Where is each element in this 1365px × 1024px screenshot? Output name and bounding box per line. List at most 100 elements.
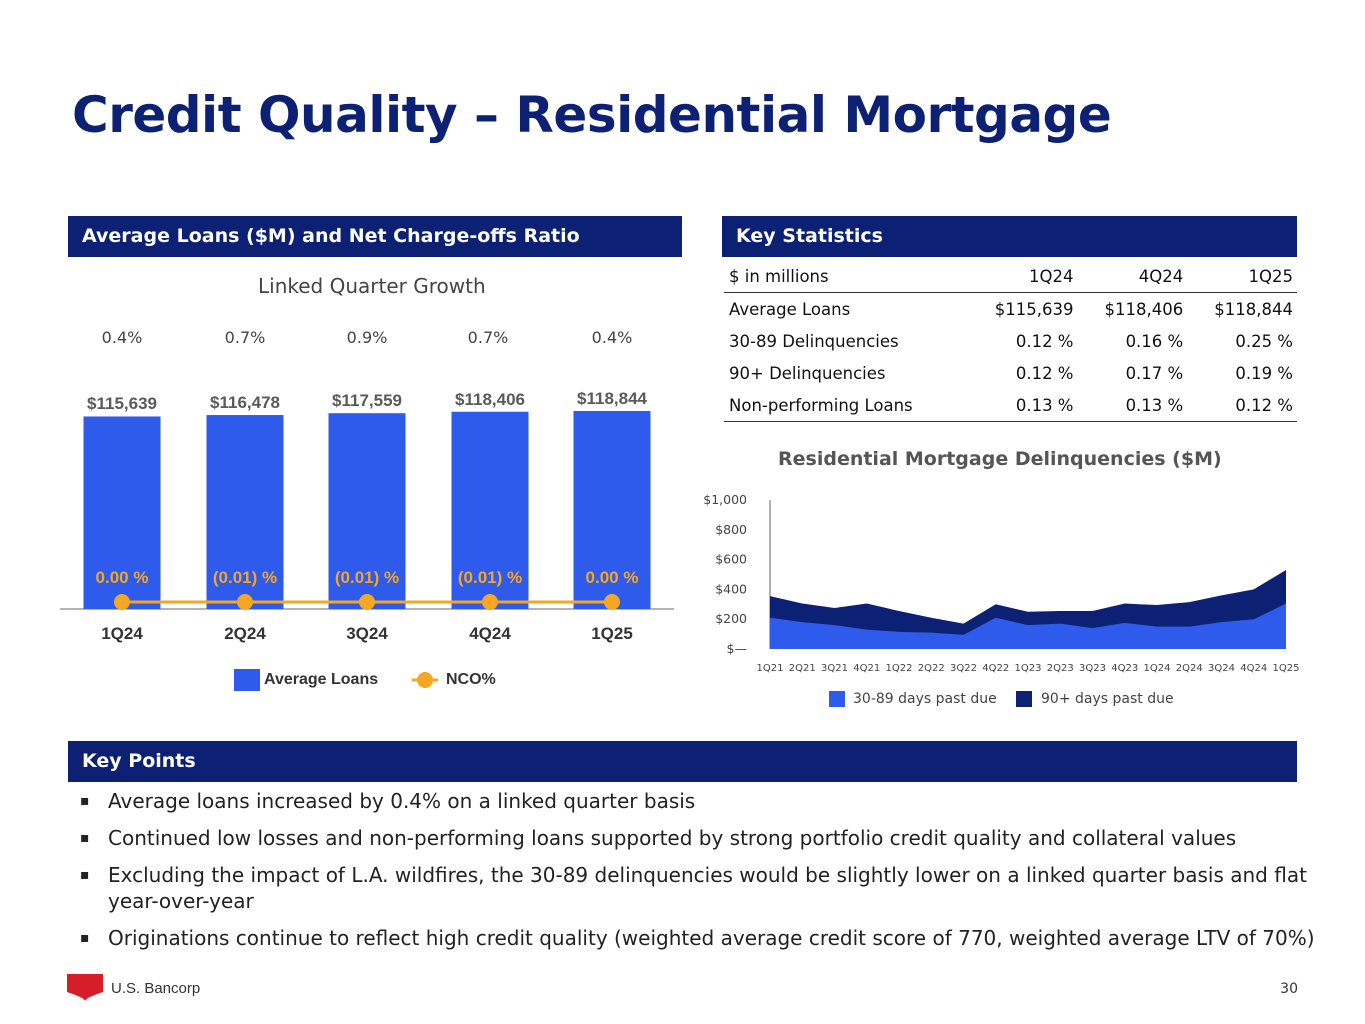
legend-30-89: 30-89 days past due [853, 691, 997, 707]
table-cell: $118,844 [1214, 299, 1293, 319]
row-label: 90+ Delinquencies [729, 363, 886, 383]
growth-label: 0.4% [591, 328, 633, 347]
list-item-text: Continued low losses and non-performing … [108, 826, 1237, 850]
nco-point [482, 594, 498, 610]
bullet-icon: ▪ [80, 830, 90, 846]
nco-value-label: (0.01) % [457, 568, 523, 587]
page-number: 30 [1280, 981, 1298, 997]
list-item: ▪ Originations continue to reflect high c… [80, 925, 1350, 951]
column-header: 1Q24 [967, 260, 1078, 293]
table-cell: 0.12 % [1015, 331, 1074, 351]
x-tick-label: 4Q23 [1111, 663, 1138, 674]
x-tick-label: 3Q21 [821, 663, 848, 674]
area-30-89 [770, 603, 1286, 649]
y-tick-label: $200 [715, 611, 747, 626]
table-row: 30-89 Delinquencies 0.12 % 0.16 % 0.25 % [724, 325, 1297, 357]
legend-bar-swatch [234, 669, 260, 691]
x-tick-label: 1Q23 [1015, 663, 1042, 674]
legend-average-loans: Average Loans [264, 671, 379, 688]
column-header: 1Q25 [1187, 260, 1297, 293]
list-item-text: Average loans increased by 0.4% on a lin… [108, 789, 696, 813]
y-tick-label: $800 [715, 522, 747, 537]
x-tick-label: 2Q21 [789, 663, 816, 674]
list-item-text: Excluding the impact of L.A. wildfires, … [108, 863, 1307, 913]
bar-average-loans [83, 416, 161, 609]
bar-value-label: $118,406 [455, 389, 525, 409]
table-cell: 0.16 % [1125, 331, 1184, 351]
x-tick-label: 4Q22 [982, 663, 1009, 674]
list-item-text: Originations continue to reflect high cr… [108, 926, 1315, 950]
table-cell: 0.13 % [967, 389, 1078, 422]
bar-value-label: $116,478 [210, 393, 280, 413]
table-row: Non-performing Loans 0.13 % 0.13 % 0.12 … [724, 389, 1297, 422]
growth-label: 0.4% [101, 328, 143, 347]
bar-value-label: $115,639 [87, 394, 157, 414]
page-title: Credit Quality – Residential Mortgage [72, 86, 1112, 144]
delinquency-chart: $— $200 $400 $600 $800 $1,000 1Q21 2Q21 3Q21 4Q21… [703, 492, 1300, 674]
column-header: 4Q24 [1077, 260, 1188, 293]
list-item: ▪ Continued low losses and non-performing… [80, 825, 1350, 851]
column-header: $ in millions [724, 260, 968, 293]
table-row: Average Loans $115,639 $118,406 $118,844 [724, 293, 1297, 326]
x-tick-label: 1Q25 [1273, 663, 1300, 674]
key-points-list: ▪ Average loans increased by 0.4% on a li… [80, 788, 1350, 962]
bar-average-loans [451, 411, 529, 609]
y-tick-label: $400 [715, 581, 747, 596]
key-stats-header: Key Statistics [722, 216, 1297, 257]
x-tick-label: 1Q21 [757, 663, 784, 674]
legend-30-89-swatch [829, 691, 845, 707]
list-item: ▪ Excluding the impact of L.A. wildfires,… [80, 862, 1350, 914]
delinquency-chart-title: Residential Mortgage Delinquencies ($M) [778, 448, 1222, 470]
bar-average-loans [206, 415, 284, 609]
x-tick-label: 2Q24 [1176, 663, 1203, 674]
growth-label: 0.7% [224, 328, 266, 347]
table-header-row: $ in millions 1Q24 4Q24 1Q25 [724, 260, 1297, 293]
bar-value-label: $117,559 [332, 391, 402, 411]
table-cell: $115,639 [994, 299, 1074, 319]
x-tick-label: 4Q21 [853, 663, 880, 674]
x-tick-label: 2Q23 [1047, 663, 1074, 674]
x-tick-label: 1Q24 [1144, 663, 1171, 674]
nco-value-label: (0.01) % [334, 568, 400, 587]
x-tick-label: 1Q22 [886, 663, 913, 674]
legend-90-plus-swatch [1016, 691, 1032, 707]
nco-point [114, 594, 130, 610]
category-label: 4Q24 [469, 624, 511, 643]
loans-section-header: Average Loans ($M) and Net Charge-offs R… [68, 216, 682, 257]
table-cell: 0.12 % [1015, 363, 1074, 383]
x-tick-label: 2Q22 [918, 663, 945, 674]
key-points-header: Key Points [68, 741, 1297, 782]
x-tick-label: 4Q24 [1240, 663, 1267, 674]
table-cell: 0.17 % [1125, 363, 1184, 383]
x-tick-label: 3Q24 [1208, 663, 1235, 674]
y-tick-label: $1,000 [703, 492, 747, 507]
legend-90-plus: 90+ days past due [1041, 691, 1174, 707]
category-label: 1Q25 [591, 624, 633, 643]
table-row: 90+ Delinquencies 0.12 % 0.17 % 0.19 % [724, 357, 1297, 389]
category-label: 1Q24 [101, 624, 143, 643]
x-tick-label: 3Q22 [950, 663, 977, 674]
growth-label: 0.9% [346, 328, 388, 347]
nco-value-label: 0.00 % [585, 568, 639, 587]
bar-average-loans [573, 411, 651, 609]
row-label: Non-performing Loans [724, 389, 968, 422]
bullet-icon: ▪ [80, 930, 90, 946]
list-item: ▪ Average loans increased by 0.4% on a li… [80, 788, 1350, 814]
nco-value-label: 0.00 % [95, 568, 149, 587]
table-cell: 0.13 % [1077, 389, 1188, 422]
legend-nco-swatch [412, 672, 438, 688]
row-label: 30-89 Delinquencies [729, 331, 899, 351]
table-cell: 0.25 % [1235, 331, 1293, 351]
chart-subtitle: Linked Quarter Growth [258, 274, 486, 298]
bar-value-label: $118,844 [577, 389, 647, 408]
legend-nco: NCO% [446, 671, 496, 688]
bullet-icon: ▪ [80, 867, 90, 883]
loans-chart [60, 411, 674, 610]
category-label: 2Q24 [224, 624, 266, 643]
nco-point [237, 594, 253, 610]
y-tick-label: $— [727, 641, 747, 656]
x-tick-label: 3Q23 [1079, 663, 1106, 674]
table-cell: 0.19 % [1235, 363, 1293, 383]
key-stats-table: $ in millions 1Q24 4Q24 1Q25 Average Loa… [724, 260, 1297, 422]
row-label: Average Loans [729, 299, 851, 319]
